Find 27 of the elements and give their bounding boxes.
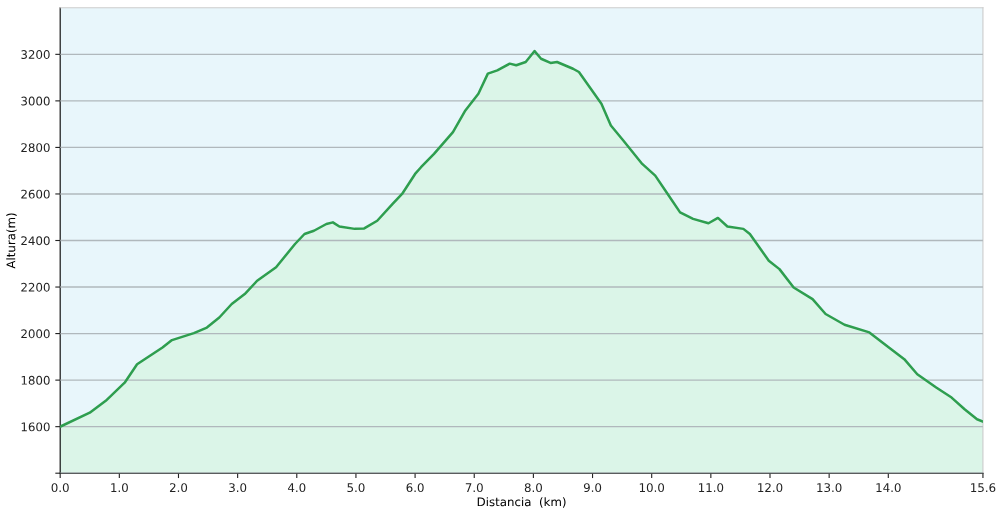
y-tick-label: 2000 xyxy=(21,329,50,339)
x-tick-label: 14.0 xyxy=(876,483,901,493)
y-axis-title: Altura(m) xyxy=(6,213,17,269)
y-tick-label: 3200 xyxy=(21,50,50,59)
y-tick-label: 2600 xyxy=(21,189,50,199)
x-tick-label: 15.6 xyxy=(971,483,996,493)
x-tick-label: 4.0 xyxy=(287,483,306,493)
x-tick-label: 1.0 xyxy=(111,483,128,493)
x-tick-label: 11.0 xyxy=(699,483,724,493)
y-tick-label: 3000 xyxy=(21,96,50,106)
y-tick-label: 2200 xyxy=(21,282,50,292)
x-tick-label: 10.0 xyxy=(639,483,665,493)
x-tick-label: 9.0 xyxy=(583,483,602,493)
y-tick-label: 1800 xyxy=(21,375,50,385)
x-tick-label: 5.0 xyxy=(347,483,365,493)
x-tick-label: 8.0 xyxy=(524,483,542,493)
y-tick-label: 2800 xyxy=(21,143,50,153)
x-tick-label: 3.0 xyxy=(229,483,247,493)
x-tick-label: 2.0 xyxy=(169,483,188,493)
x-tick-label: 12.0 xyxy=(758,483,783,493)
y-tick-label: 1600 xyxy=(21,422,50,432)
y-tick-label: 2400 xyxy=(21,236,50,246)
x-axis-title: Distancia (km) xyxy=(477,497,566,508)
x-tick-label: 0.0 xyxy=(51,483,69,493)
x-tick-label: 7.0 xyxy=(465,483,483,493)
x-tick-label: 6.0 xyxy=(406,483,424,493)
x-tick-label: 13.0 xyxy=(817,483,842,493)
